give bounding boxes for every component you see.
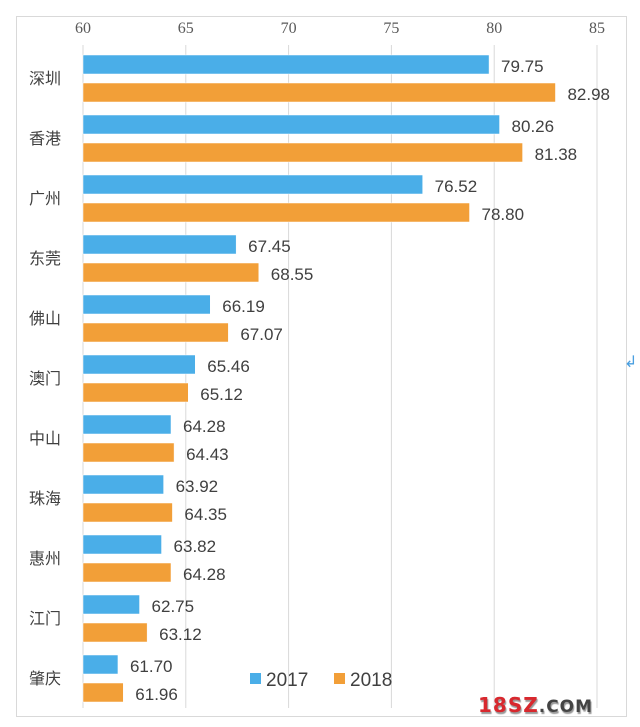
bar-2017 xyxy=(82,174,423,195)
bar-2018 xyxy=(82,322,229,343)
category-label: 澳门 xyxy=(29,369,61,388)
category-label: 佛山 xyxy=(29,309,61,328)
data-label: 65.46 xyxy=(207,357,250,376)
data-label: 82.98 xyxy=(567,85,610,104)
bar-2017 xyxy=(82,654,119,675)
bar-2017 xyxy=(82,474,164,495)
x-tick-label: 75 xyxy=(383,20,399,37)
x-tick-label: 65 xyxy=(178,20,194,37)
data-label: 63.92 xyxy=(176,477,219,496)
bar-2018 xyxy=(82,502,173,523)
watermark: 18SZ.COM xyxy=(478,693,594,717)
legend-swatch-2018 xyxy=(334,673,345,684)
data-label: 62.75 xyxy=(152,597,195,616)
category-label: 江门 xyxy=(29,609,61,628)
data-label: 78.80 xyxy=(482,205,525,224)
paragraph-mark-icon: ↲ xyxy=(624,352,638,371)
category-label: 肇庆 xyxy=(29,669,61,688)
x-tick-label: 85 xyxy=(589,20,605,37)
data-label: 64.28 xyxy=(183,565,226,584)
data-label: 80.26 xyxy=(512,117,555,136)
data-label: 79.75 xyxy=(501,57,544,76)
bar-2018 xyxy=(82,562,172,583)
data-label: 61.96 xyxy=(135,685,178,704)
legend-label: 2018 xyxy=(350,670,392,691)
category-label: 深圳 xyxy=(29,69,61,88)
data-label: 64.35 xyxy=(184,505,227,524)
data-label: 68.55 xyxy=(271,265,314,284)
category-label: 广州 xyxy=(29,189,61,208)
bar-2017 xyxy=(82,414,172,435)
category-label: 惠州 xyxy=(29,549,61,568)
x-tick-label: 60 xyxy=(75,20,91,37)
chart-frame xyxy=(16,16,627,717)
bar-2017 xyxy=(82,294,211,315)
bar-2018 xyxy=(82,82,556,103)
bar-2018 xyxy=(82,142,523,163)
bar-2018 xyxy=(82,382,189,403)
data-label: 63.12 xyxy=(159,625,202,644)
data-label: 81.38 xyxy=(535,145,578,164)
data-label: 66.19 xyxy=(222,297,265,316)
bar-2017 xyxy=(82,354,196,375)
legend-swatch-2017 xyxy=(250,673,261,684)
category-label: 珠海 xyxy=(29,489,61,508)
bar-2018 xyxy=(82,442,175,463)
data-label: 61.70 xyxy=(130,657,173,676)
data-label: 67.07 xyxy=(240,325,283,344)
bar-2017 xyxy=(82,54,490,75)
bar-2018 xyxy=(82,262,260,283)
bar-2018 xyxy=(82,682,124,703)
bar-2017 xyxy=(82,114,500,135)
bar-2018 xyxy=(82,202,470,223)
bar-2017 xyxy=(82,534,162,555)
bar-2017 xyxy=(82,594,140,615)
data-label: 64.43 xyxy=(186,445,229,464)
category-label: 香港 xyxy=(29,129,61,148)
data-label: 65.12 xyxy=(200,385,243,404)
data-label: 67.45 xyxy=(248,237,291,256)
category-label: 中山 xyxy=(29,429,61,448)
legend-label: 2017 xyxy=(266,670,308,691)
category-label: 东莞 xyxy=(29,249,61,268)
data-label: 63.82 xyxy=(174,537,217,556)
data-label: 64.28 xyxy=(183,417,226,436)
x-tick-label: 80 xyxy=(486,20,502,37)
bar-2017 xyxy=(82,234,237,255)
data-label: 76.52 xyxy=(435,177,478,196)
x-tick-label: 70 xyxy=(281,20,297,37)
bar-2018 xyxy=(82,622,148,643)
